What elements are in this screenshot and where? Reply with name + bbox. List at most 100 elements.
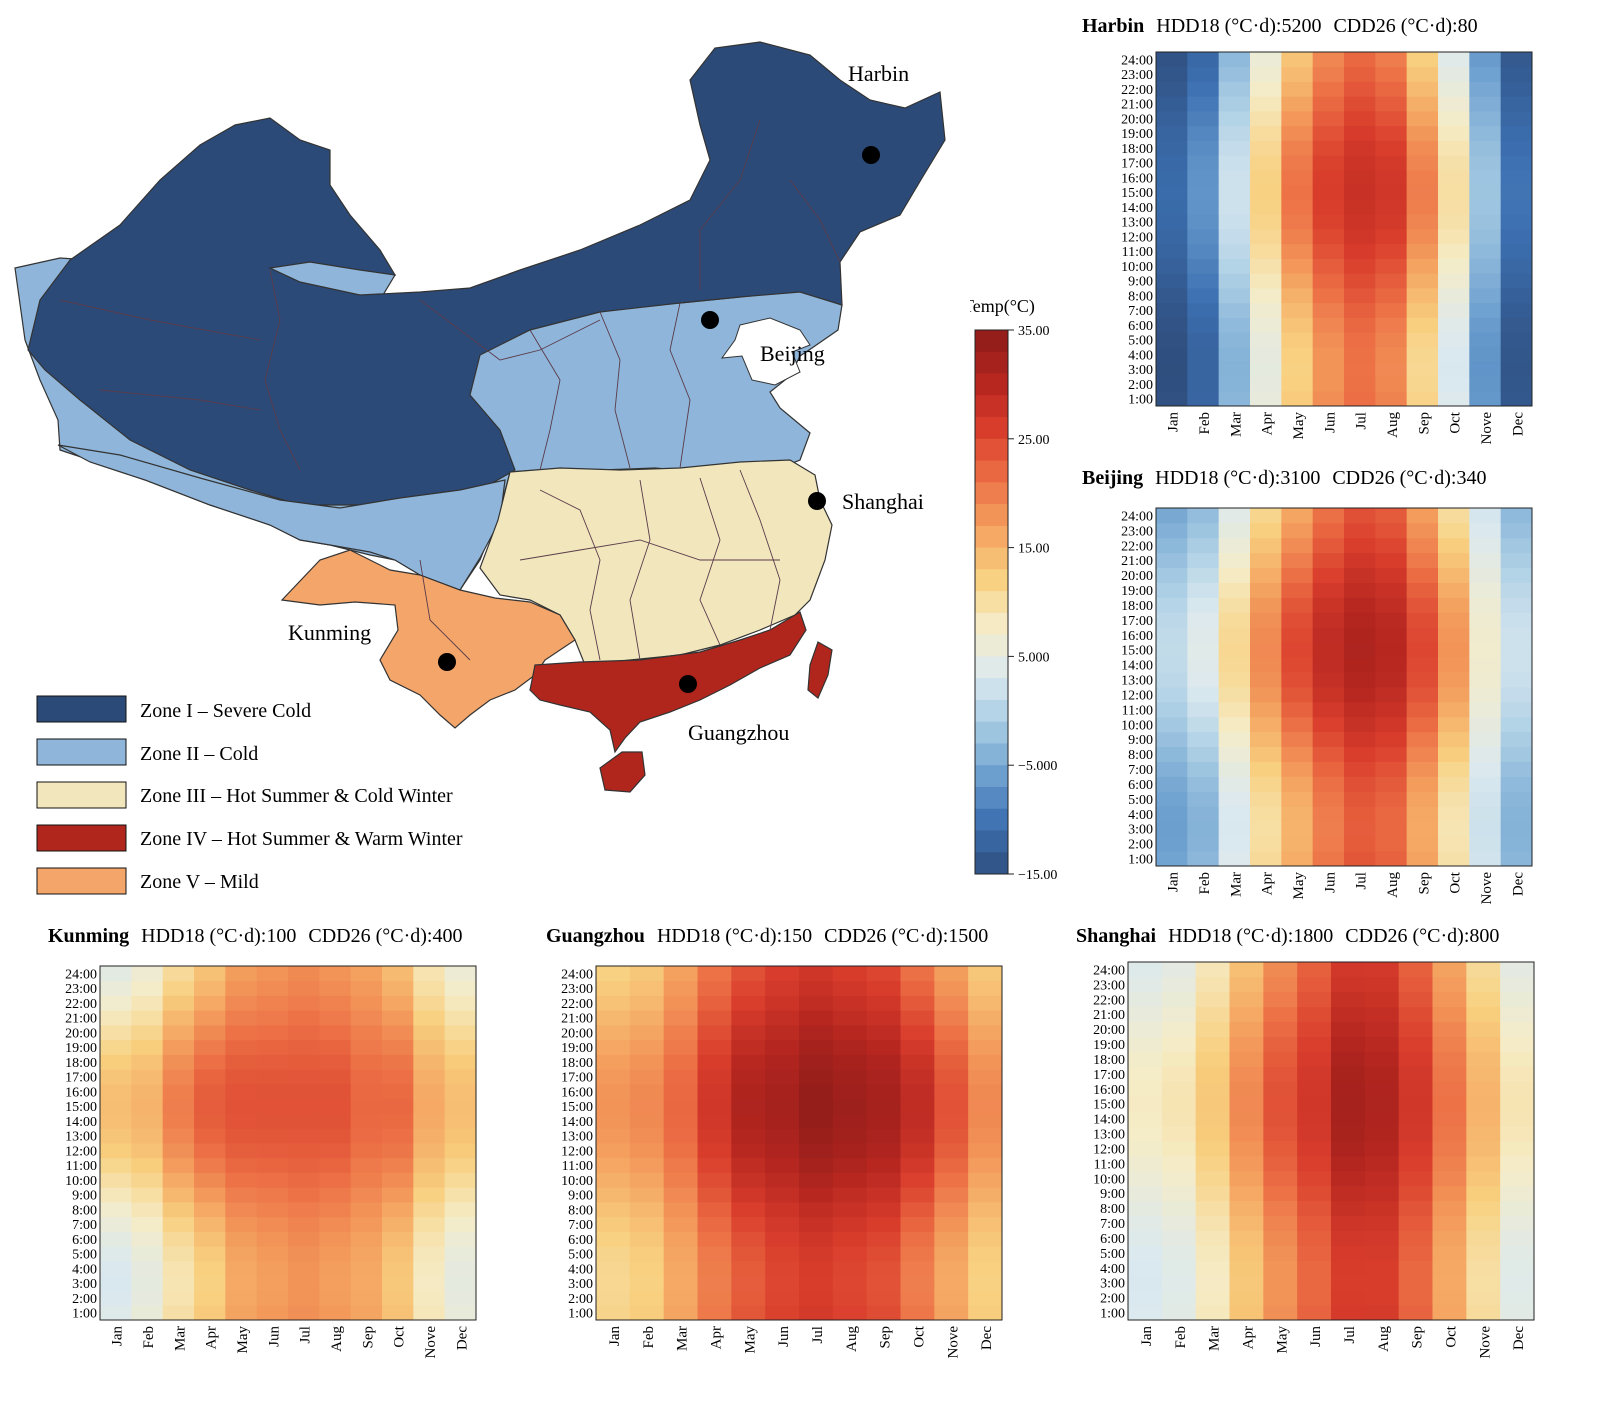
- heatmap-frame: [1127, 961, 1535, 1321]
- zone-1-swatch: [36, 695, 127, 723]
- heatmap-cell: [1229, 1245, 1264, 1261]
- heatmap-cell: [225, 1143, 258, 1159]
- heatmap-cell: [350, 1216, 383, 1232]
- hour-tick-label: 5:00: [1100, 1247, 1125, 1262]
- china-climate-zone-map: Harbin Beijing Shanghai Kunming Guangzho…: [14, 41, 946, 895]
- heatmap-cell: [866, 1231, 901, 1247]
- heatmap-cell: [1466, 1275, 1501, 1291]
- hour-tick-label: 14:00: [1093, 1113, 1125, 1128]
- heatmap-cell: [413, 1098, 446, 1114]
- heatmap-cell: [663, 1275, 698, 1291]
- month-tick-label: Feb: [641, 1326, 657, 1349]
- heatmap-cell: [1312, 672, 1345, 688]
- heatmap-cell: [1406, 642, 1439, 658]
- month-tick-label: Aug: [1385, 412, 1401, 438]
- heatmap-cell: [1500, 243, 1533, 259]
- heatmap-cell: [1229, 1096, 1264, 1112]
- month-tick-label: Apr: [708, 1326, 724, 1349]
- heatmap-cell: [288, 1231, 320, 1247]
- heatmap-cell: [1331, 1141, 1366, 1157]
- heatmap-cell: [288, 966, 320, 982]
- heatmap-cell: [1250, 627, 1282, 643]
- heatmap-cell: [131, 980, 164, 996]
- hour-tick-label: 8:00: [568, 1203, 593, 1218]
- heatmap-cell: [629, 1069, 665, 1085]
- heatmap-cell: [382, 1069, 414, 1085]
- month-tick-label: Jan: [1139, 1326, 1155, 1346]
- heatmap-cell: [1281, 96, 1314, 112]
- heatmap-cell: [968, 1098, 1003, 1114]
- month-tick-label: Feb: [1173, 1326, 1189, 1349]
- heatmap-cell: [350, 1246, 383, 1262]
- month-tick-label: Dec: [979, 1326, 995, 1350]
- heatmap-cell: [225, 1084, 258, 1100]
- heatmap-cell: [799, 1157, 834, 1173]
- heatmap-cell: [866, 1113, 901, 1129]
- heatmap-cell: [100, 1054, 132, 1070]
- heatmap-cell: [596, 1084, 631, 1100]
- heatmap-cell: [968, 1143, 1003, 1159]
- heatmap-cell: [1469, 229, 1502, 245]
- heatmap-cell: [1344, 229, 1376, 245]
- heatmap-cell: [1331, 1215, 1366, 1231]
- heatmap-cell: [765, 1305, 800, 1321]
- heatmap-cell: [194, 1275, 226, 1291]
- heatmap-cell: [1297, 1245, 1332, 1261]
- heatmap-cell: [1250, 612, 1282, 628]
- heatmap-cell: [1218, 731, 1251, 748]
- heatmap-cell: [1469, 52, 1502, 68]
- heatmap-cell: [697, 1216, 732, 1232]
- heatmap-cell: [319, 1246, 352, 1262]
- heatmap-cells: [100, 966, 477, 1321]
- heatmap-cell: [350, 1172, 383, 1188]
- heatmap-cell: [1500, 1305, 1535, 1321]
- month-tick-label: Sep: [360, 1326, 376, 1349]
- heatmap-cell: [731, 1128, 766, 1144]
- heatmap-cell: [1297, 1066, 1332, 1082]
- heatmap-cell: [1218, 155, 1251, 171]
- heatmap-cell: [731, 1039, 766, 1055]
- heatmap-cell: [629, 1084, 665, 1100]
- heatmap-cell: [832, 1010, 868, 1026]
- heatmap-cell: [100, 1010, 132, 1026]
- heatmap-cell: [1156, 791, 1188, 807]
- heatmap-cell: [1312, 597, 1345, 613]
- heatmap-cell: [866, 1010, 901, 1026]
- hour-tick-label: 13:00: [1093, 1128, 1125, 1143]
- heatmap-cell: [1156, 125, 1188, 141]
- heatmap-cell: [319, 995, 352, 1011]
- heatmap-cell: [1375, 776, 1408, 792]
- heatmap-cell: [697, 1128, 732, 1144]
- heatmap-cell: [1344, 687, 1376, 703]
- zone-1-label: Zone I – Severe Cold: [140, 700, 311, 722]
- heatmap-cell: [382, 995, 414, 1011]
- heatmap-cell: [1312, 537, 1345, 554]
- hour-tick-label: 17:00: [1121, 614, 1153, 629]
- heatmap-cell: [1281, 347, 1314, 363]
- heatmap-cell: [1297, 1275, 1332, 1291]
- heatmap-cell: [444, 1128, 477, 1144]
- month-tick-label: Nove: [423, 1326, 439, 1359]
- zone-2-swatch: [36, 738, 127, 766]
- heatmap-cell: [1375, 155, 1408, 171]
- heatmap-cell: [1466, 1230, 1501, 1246]
- month-tick-label: Sep: [878, 1326, 894, 1349]
- heatmap-cell: [1466, 1141, 1501, 1157]
- heatmap-cell: [1398, 1260, 1433, 1276]
- heatmap-cell: [1466, 1290, 1501, 1306]
- heatmap-cell: [799, 980, 834, 996]
- heatmap-cell: [1469, 258, 1502, 274]
- heatmap-cell: [1187, 687, 1220, 703]
- heatmap-cell: [1344, 567, 1376, 583]
- colorbar-step: [975, 852, 1008, 875]
- heatmap-title: Beijing HDD18 (°C·d):3100 CDD26 (°C·d):340: [1082, 467, 1486, 489]
- heatmap-cell: [1500, 361, 1533, 377]
- heatmap-cell: [319, 1010, 352, 1026]
- heatmap-cell: [1250, 776, 1282, 792]
- heatmap-cell: [968, 1172, 1003, 1188]
- heatmap-cell: [131, 1261, 164, 1277]
- heatmap-cell: [968, 1113, 1003, 1129]
- heatmap-cell: [1406, 111, 1439, 127]
- hour-tick-label: 22:00: [1093, 993, 1125, 1008]
- heatmap-cell: [1500, 657, 1533, 673]
